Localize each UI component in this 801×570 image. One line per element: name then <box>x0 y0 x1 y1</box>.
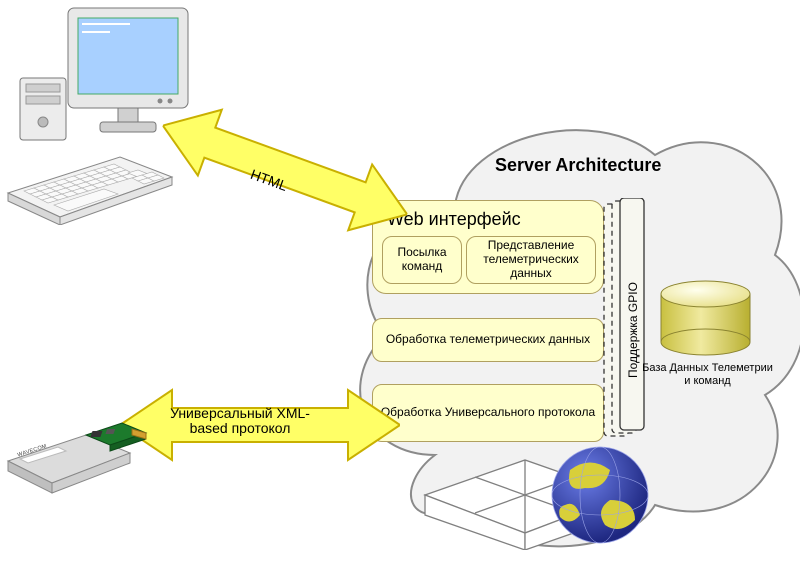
gpio-label: Поддержка GPIO <box>626 258 640 378</box>
telemetry-view-label: Представление телеметрических данных <box>473 239 589 280</box>
protocol-proc-label: Обработка Универсального протокола <box>381 406 595 420</box>
protocol-proc-box: Обработка Универсального протокола <box>372 384 604 442</box>
telemetry-view-box: Представление телеметрических данных <box>466 236 596 284</box>
database-label: База Данных Телеметрии и команд <box>640 362 775 388</box>
telemetry-proc-box: Обработка телеметрических данных <box>372 318 604 362</box>
send-commands-label: Посылка команд <box>389 246 455 274</box>
web-interface-label: Web интерфейс <box>379 207 597 236</box>
arrow-bottom-label: Универсальный XML-based протокол <box>160 406 320 437</box>
database-icon <box>658 278 753 358</box>
globe-icon <box>530 440 660 550</box>
keyboard-icon <box>0 145 175 225</box>
server-architecture-title: Server Architecture <box>495 155 661 176</box>
telemetry-proc-label: Обработка телеметрических данных <box>386 333 590 347</box>
